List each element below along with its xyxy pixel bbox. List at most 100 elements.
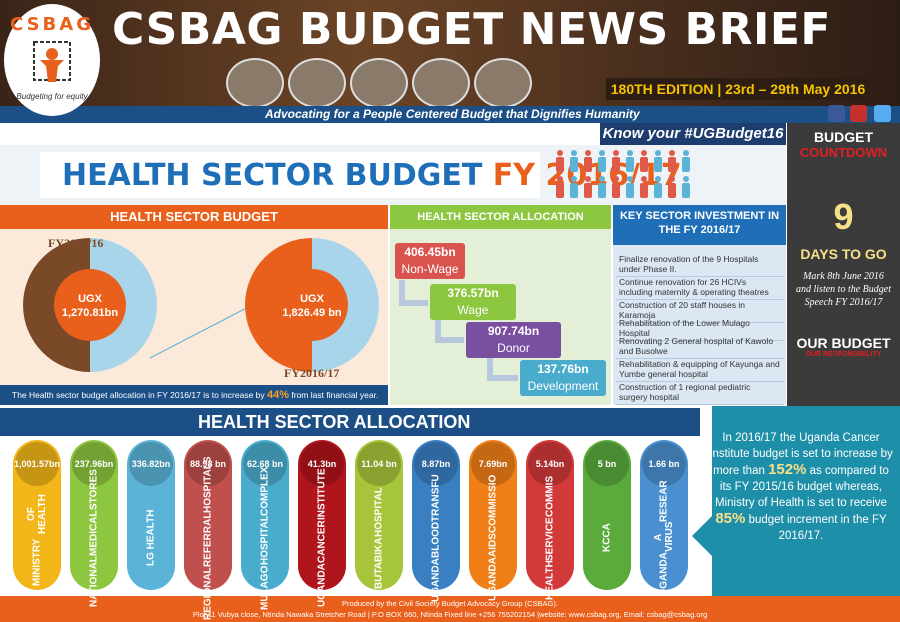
agency-name-line: HOSPITAL <box>373 487 385 538</box>
agency-name-line: NATIONAL <box>88 555 100 607</box>
allocation-amount: 907.74bn <box>487 324 540 338</box>
agency-pill: 8.87bn UGANDA BLOOD TRANSFU <box>412 440 460 602</box>
agency-name-line: AIDS <box>487 533 499 558</box>
callout-highlight: 152% <box>768 461 807 478</box>
logo-mark <box>33 41 71 82</box>
person-icon <box>626 150 634 172</box>
person-icon <box>612 176 620 198</box>
countdown-note: Mark 8th June 2016 and listen to the Bud… <box>796 271 891 308</box>
slogan: OUR BUDGET <box>796 335 891 351</box>
agency-name: KCCA <box>583 490 631 586</box>
agency-name-line: LG HEALTH <box>145 509 157 567</box>
facebook-icon[interactable] <box>828 105 845 122</box>
arrow <box>435 318 464 343</box>
agency-amount: 11.04 bn <box>357 442 401 486</box>
agency-name: HEALTH SERVICE COMMIS <box>526 476 574 601</box>
agency-name-line: REGIONAL <box>202 567 214 620</box>
agency-amount: 237.96bn <box>72 442 116 486</box>
agency-name-line: MEDICAL <box>88 510 100 556</box>
logo-name: CSBAG <box>10 14 94 35</box>
person-icon <box>626 176 634 198</box>
agency-amount: 1,001.57bn <box>14 442 60 486</box>
arrow <box>399 280 428 306</box>
year-label: FY2016/17 <box>284 366 340 380</box>
agency-amount: 41.3bn <box>300 442 344 486</box>
photo <box>350 58 408 108</box>
agency-amount: 5.14bn <box>528 442 572 486</box>
countdown-title: BUDGET <box>813 129 874 145</box>
agency-name-line: TRANSFU <box>430 474 442 522</box>
agency-name: REGIONAL REFERRAL HOSPITALS <box>184 456 232 620</box>
agency-pill: 1,001.57bn MINISTRY OF HEALTH <box>13 440 61 590</box>
countdown-panel: BUDGET COUNTDOWN 9 DAYS TO GO Mark 8th J… <box>787 123 900 406</box>
agency-pill: 7.69bn UGANDA AIDS COMMISSIO <box>469 440 517 601</box>
person-icon <box>570 150 578 172</box>
person-icon <box>668 150 676 172</box>
agency-amount: 88.98 bn <box>186 442 230 486</box>
investment-heading: KEY SECTOR INVESTMENT IN THE FY 2016/17 <box>613 205 786 245</box>
person-icon <box>570 176 578 198</box>
agency-name: MULAGO HOSPITAL COMPLEX <box>241 466 289 610</box>
agency-name-line: CANCER <box>316 520 328 564</box>
agency-name-line: RESEAR <box>658 479 670 522</box>
agency-pill: 62.68 bn MULAGO HOSPITAL COMPLEX <box>241 440 289 610</box>
budget-heading: HEALTH SECTOR BUDGET <box>0 205 388 229</box>
agency-name-line: A VIRUS <box>653 521 675 553</box>
title-box <box>40 152 540 198</box>
donut-charts <box>23 238 379 372</box>
allocation-amount: 137.76bn <box>537 362 589 376</box>
amount-label: UGX 1,826.49 bn <box>282 293 342 319</box>
allocation-heading: HEALTH SECTOR ALLOCATION <box>390 205 611 229</box>
agency-pill: 41.3bn UGANDA CANCER INSTITUTE <box>298 440 346 607</box>
agency-amount: 1.66 bn <box>642 442 686 486</box>
agency-amount: 7.69bn <box>471 442 515 486</box>
callout-box <box>692 406 900 596</box>
agency-name: UGANDA BLOOD TRANSFU <box>412 474 460 602</box>
allocation-box: 137.76bn Development <box>520 360 606 396</box>
footer-line: Plot 11 Vubya close, Ntinda Nawaka Stret… <box>192 610 708 619</box>
logo-tagline: Budgeting for equity <box>16 92 88 101</box>
youtube-icon[interactable] <box>850 105 867 122</box>
person-icon <box>584 176 592 198</box>
investment-item: Construction of 1 regional pediatric sur… <box>616 380 784 405</box>
header-title: CSBAG BUDGET NEWS BRIEF <box>112 4 831 55</box>
person-icon <box>640 150 648 172</box>
stair-arrows <box>399 280 518 381</box>
twitter-icon[interactable] <box>874 105 891 122</box>
allocation-label: Development <box>527 379 599 393</box>
investment-item: Construction of 20 staff houses in Karam… <box>616 298 784 323</box>
agency-pill: 336.82bn LG HEALTH <box>127 440 175 590</box>
agency-pill: 5.14bn HEALTH SERVICE COMMIS <box>526 440 574 601</box>
person-icon <box>682 150 690 172</box>
callout-text: In 2016/17 the Uganda Cancer Institute b… <box>709 432 893 477</box>
connector <box>149 299 263 359</box>
countdown-days-label: DAYS TO GO <box>800 246 887 262</box>
agency-name-line: OF HEALTH <box>26 494 48 535</box>
agency-name-line: COMMISSIO <box>487 474 499 534</box>
investment-item: Finalize renovation of the 9 Hospitals u… <box>616 252 784 277</box>
agency-name-line: HEALTH <box>544 560 556 601</box>
agency-name-line: UGANDA <box>658 552 670 597</box>
logo: CSBAG Budgeting for equity <box>4 4 100 116</box>
countdown-subtitle: COUNTDOWN <box>799 145 888 160</box>
allocation-box: 376.57bn Wage <box>430 284 516 320</box>
person-icon <box>612 150 620 172</box>
footer-line: Produced by the Civil Society Budget Adv… <box>342 599 558 608</box>
agency-name: MINISTRY OF HEALTH <box>13 490 61 586</box>
note-highlight: 44% <box>267 389 290 401</box>
person-icon <box>640 176 648 198</box>
arrow <box>487 356 518 381</box>
agency-name-line: HOSPITAL <box>259 515 271 566</box>
allocation-box: 907.74bn Donor <box>466 322 561 358</box>
footer: Produced by the Civil Society Budget Adv… <box>0 596 900 622</box>
agency-name: UGANDA CANCER INSTITUTE <box>298 469 346 607</box>
note-text: from last financial year. <box>289 390 379 400</box>
agency-amount: 336.82bn <box>129 442 173 486</box>
callout: In 2016/17 the Uganda Cancer Institute b… <box>708 430 894 570</box>
hashtag-banner: Know your #UGBudget16 <box>600 123 786 145</box>
agency-name-line: UGANDA <box>430 558 442 602</box>
investment-item: Rehabilitation of the Lower Mulago Hospi… <box>616 316 784 341</box>
donut-center <box>276 269 348 341</box>
investment-item: Continue renovation for 26 HCIVs includi… <box>616 275 784 300</box>
